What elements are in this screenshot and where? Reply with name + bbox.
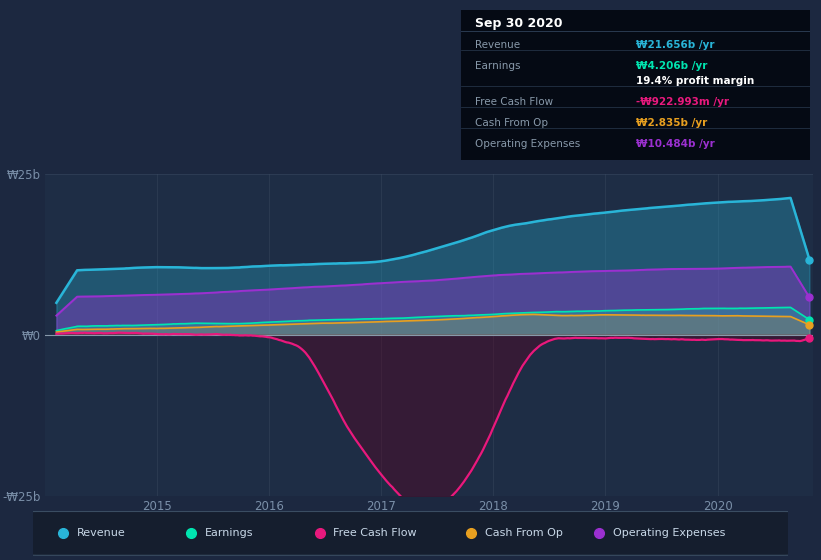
Text: Earnings: Earnings (205, 529, 254, 538)
Text: ₩10.484b /yr: ₩10.484b /yr (636, 138, 714, 148)
Text: Operating Expenses: Operating Expenses (475, 138, 580, 148)
Text: -₩922.993m /yr: -₩922.993m /yr (636, 96, 729, 106)
Text: Revenue: Revenue (475, 40, 521, 49)
Text: ₩4.206b /yr: ₩4.206b /yr (636, 60, 707, 71)
Text: Free Cash Flow: Free Cash Flow (475, 96, 553, 106)
Text: Free Cash Flow: Free Cash Flow (333, 529, 417, 538)
FancyBboxPatch shape (29, 511, 792, 556)
Text: Revenue: Revenue (76, 529, 126, 538)
Text: 19.4% profit margin: 19.4% profit margin (636, 76, 754, 86)
Text: Operating Expenses: Operating Expenses (613, 529, 725, 538)
Text: ₩2.835b /yr: ₩2.835b /yr (636, 118, 707, 128)
Text: Cash From Op: Cash From Op (484, 529, 562, 538)
Text: Cash From Op: Cash From Op (475, 118, 548, 128)
Text: Sep 30 2020: Sep 30 2020 (475, 17, 563, 30)
Text: ₩21.656b /yr: ₩21.656b /yr (636, 40, 714, 49)
Text: Earnings: Earnings (475, 60, 521, 71)
